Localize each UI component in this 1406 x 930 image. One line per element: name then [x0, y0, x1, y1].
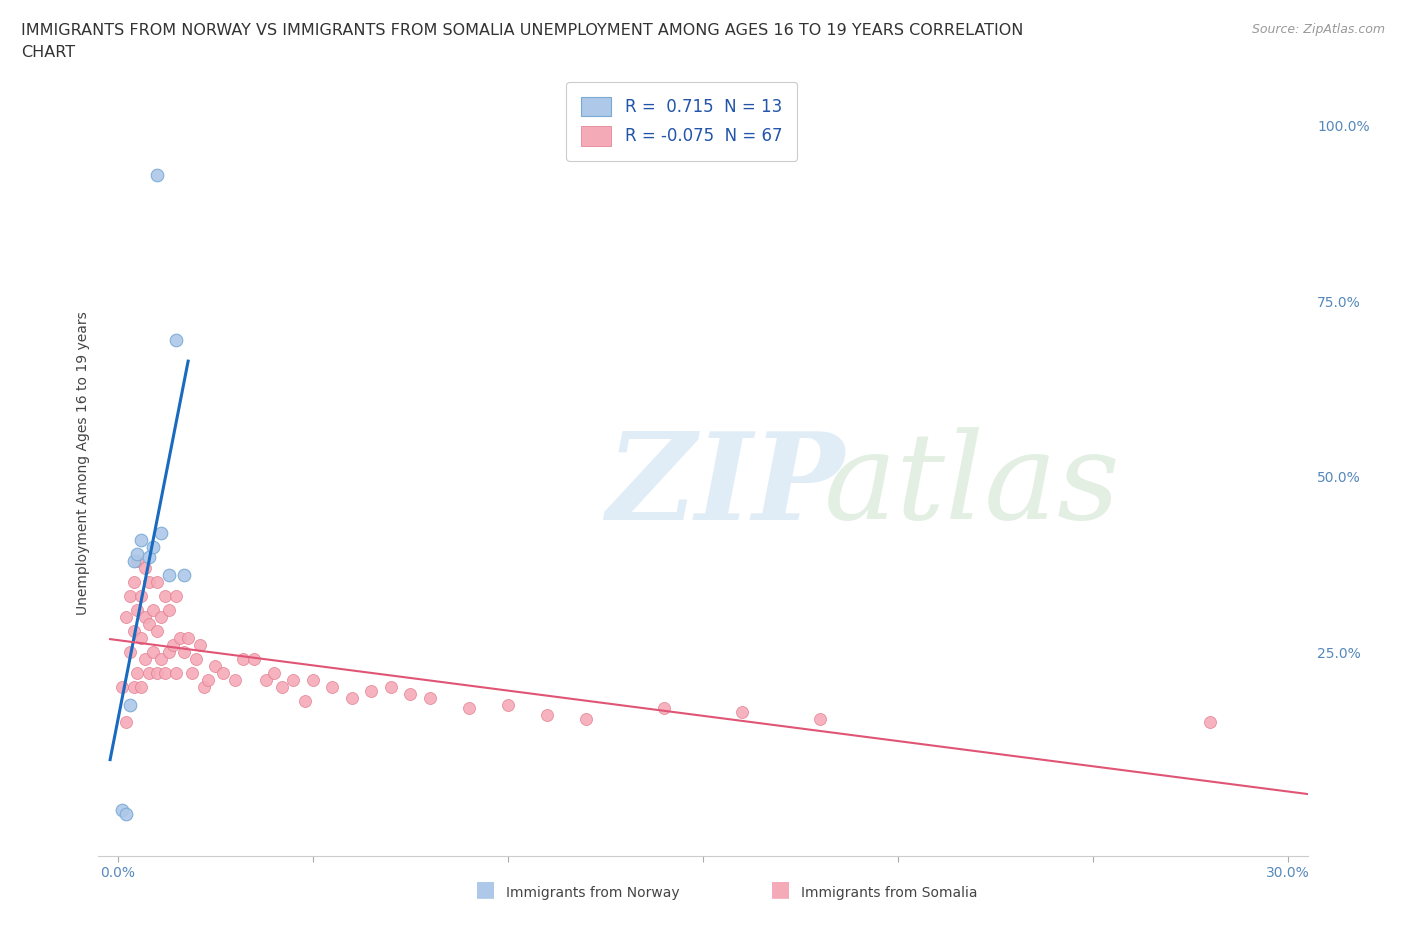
Point: [360, 684, 382, 698]
Point: [165, 666, 187, 681]
Point: [131, 631, 153, 645]
Point: [114, 806, 136, 821]
Point: [153, 589, 176, 604]
Text: IMMIGRANTS FROM NORWAY VS IMMIGRANTS FROM SOMALIA UNEMPLOYMENT AMONG AGES 16 TO : IMMIGRANTS FROM NORWAY VS IMMIGRANTS FRO…: [21, 23, 1024, 38]
Legend: R =  0.715  N = 13, R = -0.075  N = 67: R = 0.715 N = 13, R = -0.075 N = 67: [567, 82, 797, 161]
Point: [419, 690, 441, 705]
Point: [254, 672, 277, 687]
Point: [146, 666, 169, 681]
Point: [111, 680, 134, 695]
Point: [184, 652, 207, 667]
Point: [114, 715, 136, 730]
Point: [138, 575, 160, 590]
Point: [263, 666, 285, 681]
Point: [134, 609, 156, 624]
Point: [131, 532, 153, 547]
Point: [157, 567, 180, 582]
Point: [204, 658, 226, 673]
Point: [127, 553, 149, 568]
Point: [122, 575, 145, 590]
Point: [118, 698, 141, 712]
Point: [399, 686, 422, 701]
Point: [131, 680, 153, 695]
Point: [294, 694, 316, 709]
Point: [177, 631, 200, 645]
Point: [127, 547, 149, 562]
Point: [149, 609, 172, 624]
Point: [122, 680, 145, 695]
Point: [302, 672, 325, 687]
Point: [232, 652, 254, 667]
Point: [536, 708, 558, 723]
Point: [652, 701, 675, 716]
Point: [1199, 715, 1222, 730]
Point: [118, 644, 141, 659]
Point: [173, 644, 195, 659]
Point: [149, 652, 172, 667]
Point: [283, 672, 305, 687]
Text: CHART: CHART: [21, 45, 75, 60]
Point: [138, 550, 160, 565]
Point: [111, 803, 134, 817]
Point: [380, 680, 402, 695]
Point: [118, 589, 141, 604]
Point: [142, 644, 165, 659]
Point: [138, 666, 160, 681]
Text: ZIP: ZIP: [606, 427, 845, 546]
Point: [165, 589, 187, 604]
Point: [149, 525, 172, 540]
Point: [157, 644, 180, 659]
Point: [173, 567, 195, 582]
Point: [157, 603, 180, 618]
Point: [181, 666, 204, 681]
Point: [731, 704, 754, 719]
Text: ■: ■: [475, 879, 495, 898]
Point: [321, 680, 343, 695]
Point: [197, 672, 219, 687]
Point: [127, 666, 149, 681]
Point: [193, 680, 215, 695]
Point: [165, 332, 187, 347]
Point: [138, 617, 160, 631]
Text: Source: ZipAtlas.com: Source: ZipAtlas.com: [1251, 23, 1385, 36]
Point: [458, 701, 481, 716]
Point: [122, 624, 145, 639]
Point: [146, 575, 169, 590]
Point: [270, 680, 292, 695]
Point: [114, 609, 136, 624]
Point: [224, 672, 246, 687]
Text: ■: ■: [770, 879, 790, 898]
Point: [146, 167, 169, 182]
Point: [131, 589, 153, 604]
Point: [134, 652, 156, 667]
Text: Immigrants from Somalia: Immigrants from Somalia: [801, 885, 979, 899]
Point: [212, 666, 235, 681]
Point: [142, 603, 165, 618]
Point: [122, 553, 145, 568]
Y-axis label: Unemployment Among Ages 16 to 19 years: Unemployment Among Ages 16 to 19 years: [76, 311, 90, 615]
Point: [496, 698, 519, 712]
Point: [808, 711, 831, 726]
Point: [243, 652, 266, 667]
Text: Immigrants from Norway: Immigrants from Norway: [506, 885, 679, 899]
Point: [169, 631, 191, 645]
Point: [340, 690, 363, 705]
Point: [127, 603, 149, 618]
Point: [142, 539, 165, 554]
Point: [146, 624, 169, 639]
Point: [162, 638, 184, 653]
Point: [575, 711, 598, 726]
Point: [188, 638, 211, 653]
Point: [153, 666, 176, 681]
Point: [134, 561, 156, 576]
Text: atlas: atlas: [824, 428, 1121, 545]
